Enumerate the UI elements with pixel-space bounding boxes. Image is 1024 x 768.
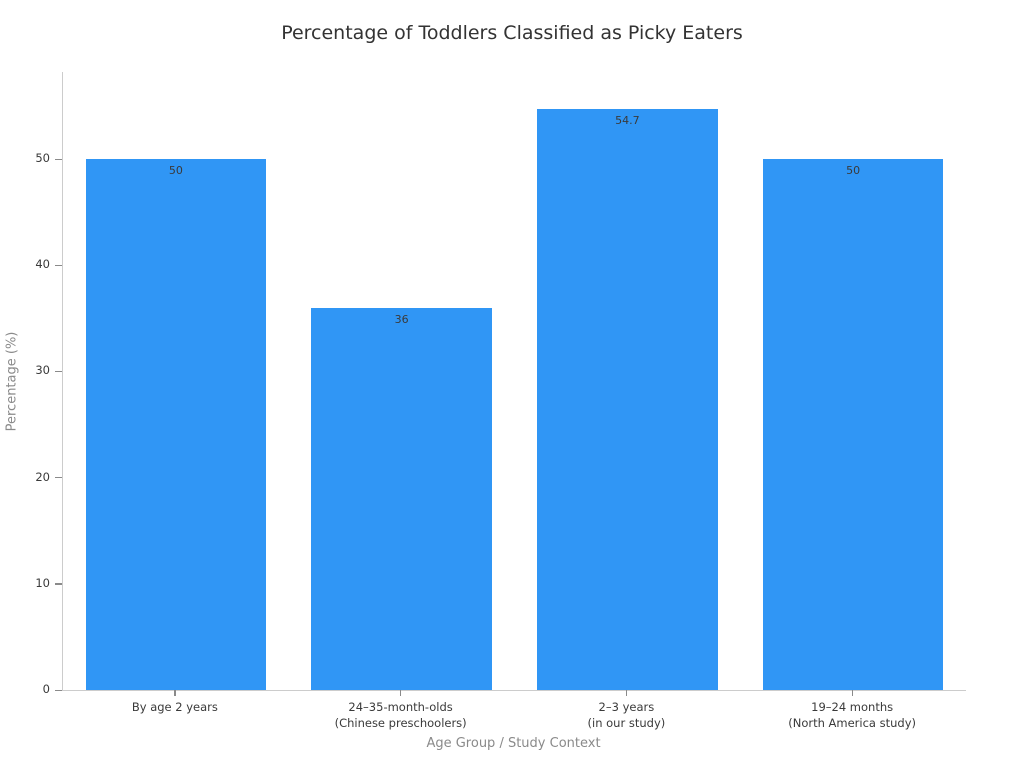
y-tick-label: 30 bbox=[35, 363, 50, 378]
x-tick-mark bbox=[625, 690, 628, 696]
y-tick-mark bbox=[55, 370, 62, 373]
x-tick-label: 19–24 months (North America study) bbox=[739, 699, 965, 731]
y-tick-label: 20 bbox=[35, 469, 50, 484]
bar: 50 bbox=[762, 159, 944, 690]
plot-area: 50 36 54.7 50 bbox=[62, 72, 966, 691]
bar: 54.7 bbox=[537, 109, 718, 690]
x-tick-label-line: (North America study) bbox=[788, 716, 917, 731]
x-tick-label-line: 2–3 years bbox=[598, 700, 655, 714]
y-tick-mark bbox=[55, 158, 62, 160]
x-tick-mark bbox=[851, 690, 853, 696]
x-tick-label: 24–35-month-olds (Chinese preschoolers) bbox=[288, 699, 514, 731]
y-tick-mark bbox=[55, 477, 62, 479]
y-tick-label: 10 bbox=[35, 575, 50, 590]
y-tick-mark bbox=[55, 264, 62, 266]
bar: 50 bbox=[85, 159, 267, 690]
x-tick-label-line: (Chinese preschoolers) bbox=[334, 716, 467, 731]
x-tick-label-line: 19–24 months bbox=[811, 700, 894, 714]
x-tick-label-line: By age 2 years bbox=[131, 700, 218, 714]
y-tick-mark bbox=[55, 689, 62, 691]
y-tick-label: 0 bbox=[42, 682, 50, 696]
x-tick-mark bbox=[400, 690, 402, 696]
chart-title: Percentage of Toddlers Classified as Pic… bbox=[281, 22, 743, 44]
x-tick-label-line: (in our study) bbox=[587, 716, 666, 731]
x-axis-label: Age Group / Study Context bbox=[426, 736, 601, 751]
bar-value-label: 50 bbox=[846, 164, 861, 178]
bar-value-label: 36 bbox=[394, 312, 409, 326]
bar: 36 bbox=[311, 307, 492, 690]
x-tick-mark bbox=[174, 690, 176, 696]
bar-value-label: 50 bbox=[168, 164, 183, 178]
bar-value-label: 54.7 bbox=[615, 114, 640, 128]
x-tick-label: By age 2 years bbox=[62, 699, 288, 715]
y-tick-label: 50 bbox=[35, 151, 50, 166]
y-tick-label: 40 bbox=[35, 257, 50, 272]
y-tick-mark bbox=[55, 583, 62, 585]
x-tick-label-line: 24–35-month-olds bbox=[348, 700, 453, 714]
x-tick-label: 2–3 years (in our study) bbox=[514, 699, 740, 731]
